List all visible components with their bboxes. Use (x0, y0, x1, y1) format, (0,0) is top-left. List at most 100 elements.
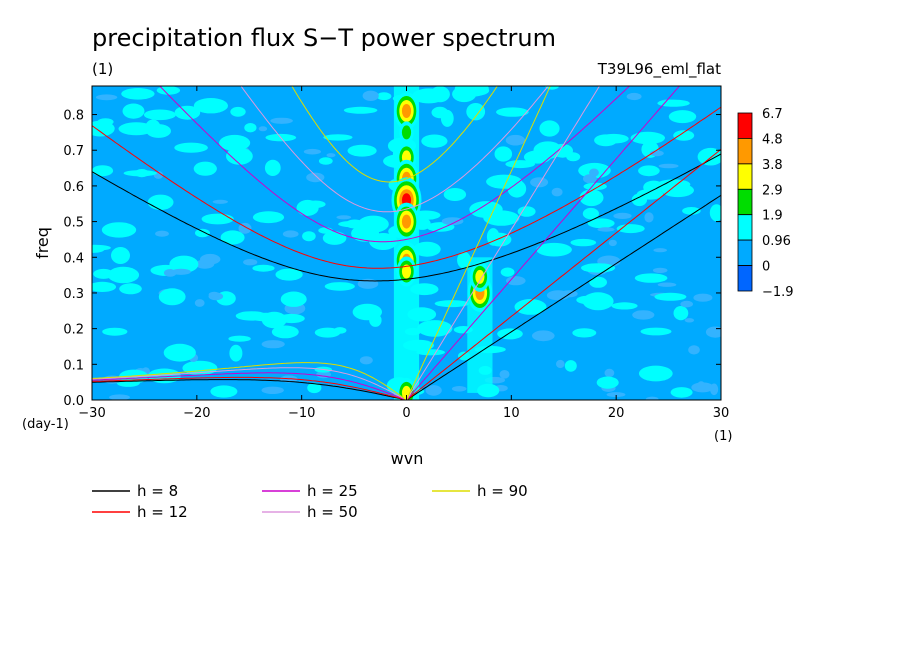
legend-label: h = 12 (137, 503, 188, 521)
noise-blob (539, 120, 560, 137)
noise-blob (318, 157, 333, 165)
noise-blob (302, 231, 316, 242)
noise-blob (483, 210, 520, 226)
x-tick-label: −30 (78, 406, 105, 421)
noise-blob (193, 98, 228, 114)
noise-blob (668, 110, 697, 124)
noise-blob (322, 231, 347, 245)
y-tick-label: 0.5 (63, 216, 84, 231)
noise-blob (496, 107, 529, 117)
hotspot (401, 125, 412, 140)
noise-blob (95, 94, 118, 101)
noise-blob (210, 385, 238, 398)
noise-blob (158, 288, 186, 306)
noise-blob (682, 207, 701, 215)
noise-blob (307, 382, 322, 394)
noise-blob (640, 327, 672, 336)
noise-blob (421, 134, 448, 148)
noise-blob (238, 222, 252, 234)
colorbar-label: 1.9 (762, 209, 783, 224)
noise-blob (434, 300, 470, 308)
series-line (406, 148, 721, 400)
noise-blob (653, 248, 667, 253)
x-ticks: −30 −20 −10 0 10 20 30 (78, 86, 729, 421)
noise-blob (258, 126, 268, 132)
chart-subtitle-right: T39L96_eml_flat (597, 60, 721, 79)
legend-label: h = 50 (307, 503, 358, 521)
noise-blob (606, 392, 626, 398)
noise-blob (604, 368, 615, 378)
noise-blob (92, 244, 111, 251)
noise-blob (122, 103, 145, 119)
noise-blob (576, 295, 600, 305)
colorbar-label: 2.9 (762, 183, 783, 198)
noise-blob (431, 106, 449, 119)
noise-blob (351, 225, 380, 242)
noise-blob (123, 170, 157, 177)
noise-blob (201, 213, 234, 225)
noise-blob (163, 343, 196, 362)
noise-blob (705, 326, 721, 338)
noise-blob (347, 144, 377, 157)
noise-blob (638, 365, 673, 382)
series-line (406, 194, 721, 400)
noise-blob (582, 207, 600, 220)
y-tick-label: 0.0 (63, 394, 84, 409)
noise-blob (146, 124, 172, 138)
x-tick-label: 30 (713, 406, 730, 421)
noise-blob (261, 340, 285, 349)
noise-blob (119, 283, 142, 295)
noise-blob (466, 103, 486, 121)
noise-blob (587, 218, 615, 229)
x-tick-label: −10 (288, 406, 315, 421)
noise-blob (654, 292, 687, 301)
noise-blob (693, 293, 713, 302)
series-line (92, 106, 721, 269)
noise-blob (564, 360, 577, 372)
noise-blob (458, 351, 471, 361)
noise-blob (171, 268, 191, 275)
x-tick-label: 20 (608, 406, 625, 421)
noise-blob (626, 92, 642, 101)
noise-blob (517, 206, 536, 217)
noise-blob (505, 160, 535, 169)
noise-blob (352, 303, 382, 321)
noise-blob (638, 165, 660, 177)
noise-blob (376, 92, 392, 101)
hotspot (401, 104, 412, 118)
noise-blob (579, 189, 604, 207)
noise-blob (102, 327, 128, 336)
noise-blob (536, 242, 572, 257)
noise-blob (572, 328, 597, 338)
noise-blob (275, 268, 303, 281)
noise-blob (680, 300, 693, 308)
noise-blob (551, 187, 563, 197)
noise-blob (570, 238, 597, 247)
noise-blob (443, 188, 467, 201)
colorbar-label: 4.8 (762, 132, 783, 147)
noise-blob (194, 299, 205, 307)
noise-blob (417, 320, 453, 337)
noise-blob (454, 86, 489, 97)
legend-label: h = 8 (137, 482, 178, 500)
noise-blob (143, 109, 176, 121)
y-tick-label: 0.8 (63, 109, 84, 124)
noise-blob (229, 344, 243, 362)
noise-blob (271, 325, 299, 339)
colorbar-label: −1.9 (762, 285, 794, 300)
dispersion-curves (92, 86, 721, 400)
colorbar-swatch (737, 137, 753, 165)
noise-blob (336, 215, 352, 220)
noise-blob (333, 327, 347, 334)
noise-blob (169, 255, 199, 273)
noise-blob (494, 146, 513, 162)
y-tick-label: 0.2 (63, 323, 84, 338)
y-tick-label: 0.7 (63, 144, 84, 159)
chart-subtitle-left: (1) (92, 60, 113, 78)
noise-blob (505, 134, 526, 146)
noise-blob (97, 118, 114, 126)
x-tick-label: 10 (503, 406, 520, 421)
noise-blob (709, 204, 721, 222)
noise-blob (644, 212, 654, 223)
noise-blob (252, 211, 285, 224)
